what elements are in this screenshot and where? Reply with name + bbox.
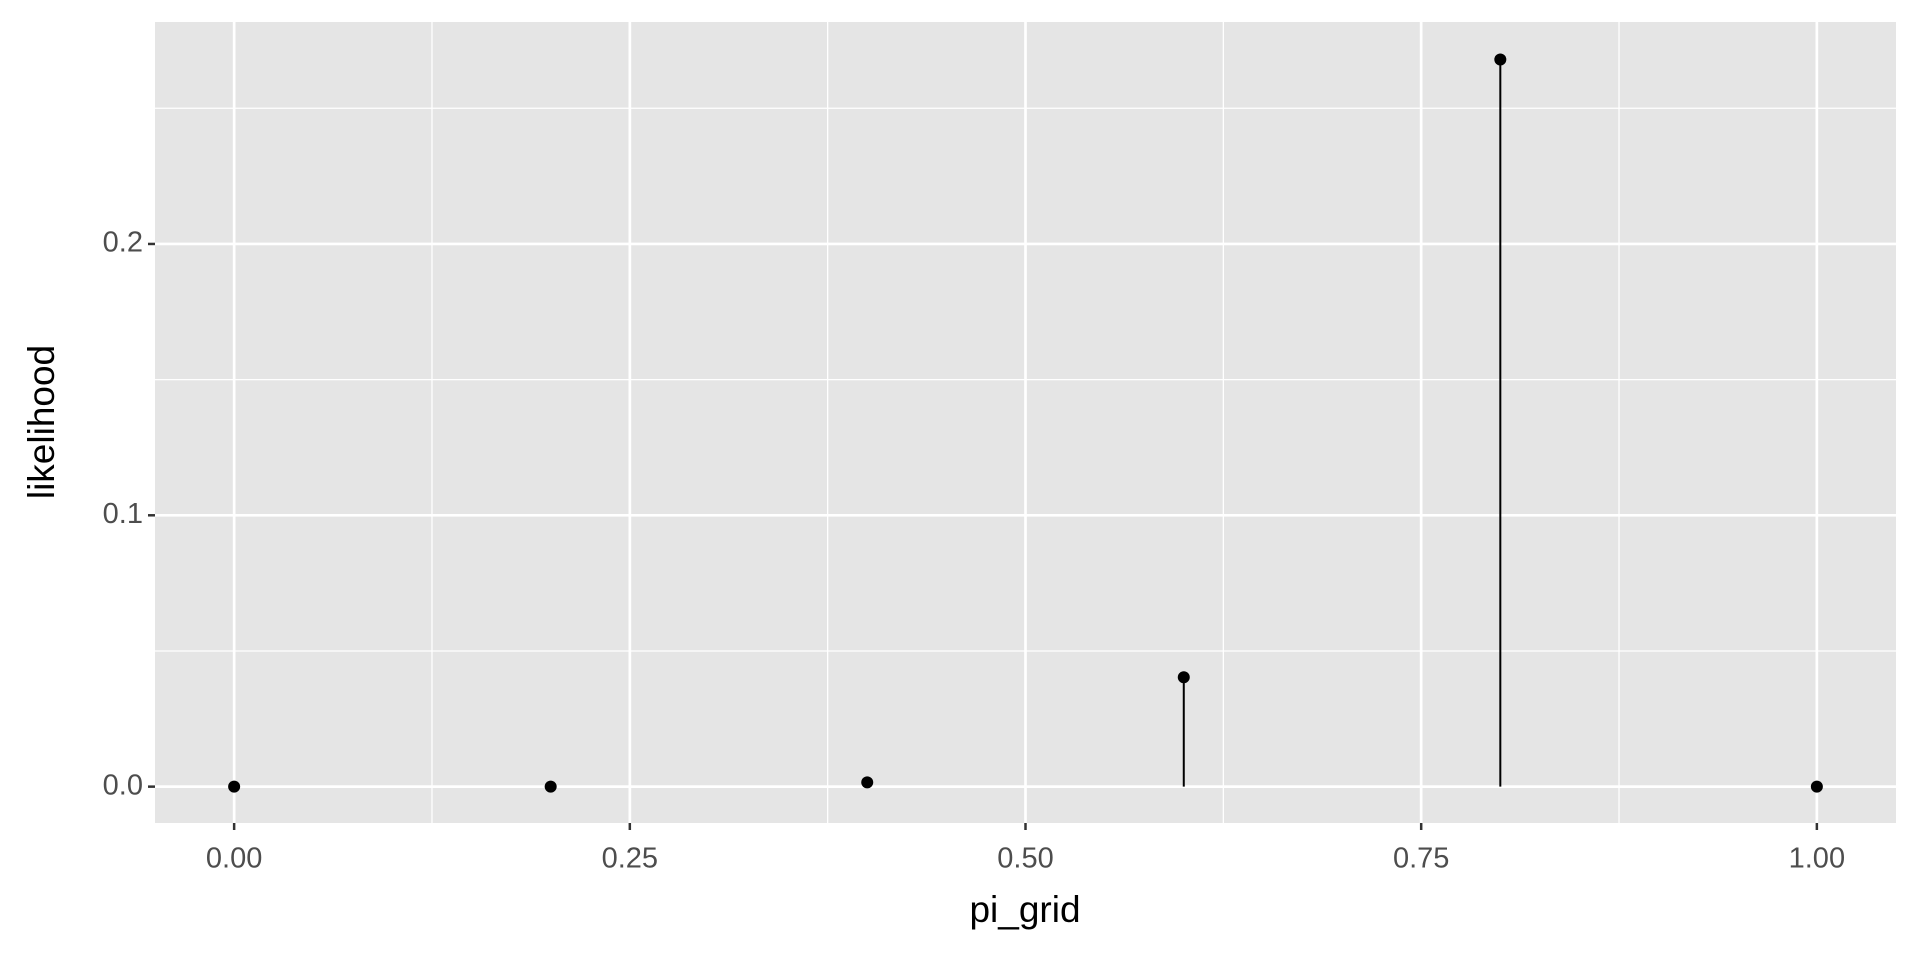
x-tick-label: 1.00 (1789, 843, 1845, 875)
point (1494, 53, 1507, 66)
y-tick-label: 0.1 (103, 498, 143, 530)
point (228, 780, 241, 793)
x-tick-label: 0.50 (997, 843, 1053, 875)
point (544, 780, 557, 793)
x-tick-label: 0.75 (1393, 843, 1449, 875)
point (861, 776, 874, 789)
y-axis-title: likelihood (21, 345, 62, 499)
point (1177, 671, 1190, 684)
x-tick-label: 0.25 (602, 843, 658, 875)
x-tick-label: 0.00 (206, 843, 262, 875)
x-axis-title: pi_grid (969, 889, 1080, 930)
y-tick-label: 0.2 (103, 227, 143, 259)
point (1810, 780, 1823, 793)
y-tick-label: 0.0 (103, 769, 143, 801)
